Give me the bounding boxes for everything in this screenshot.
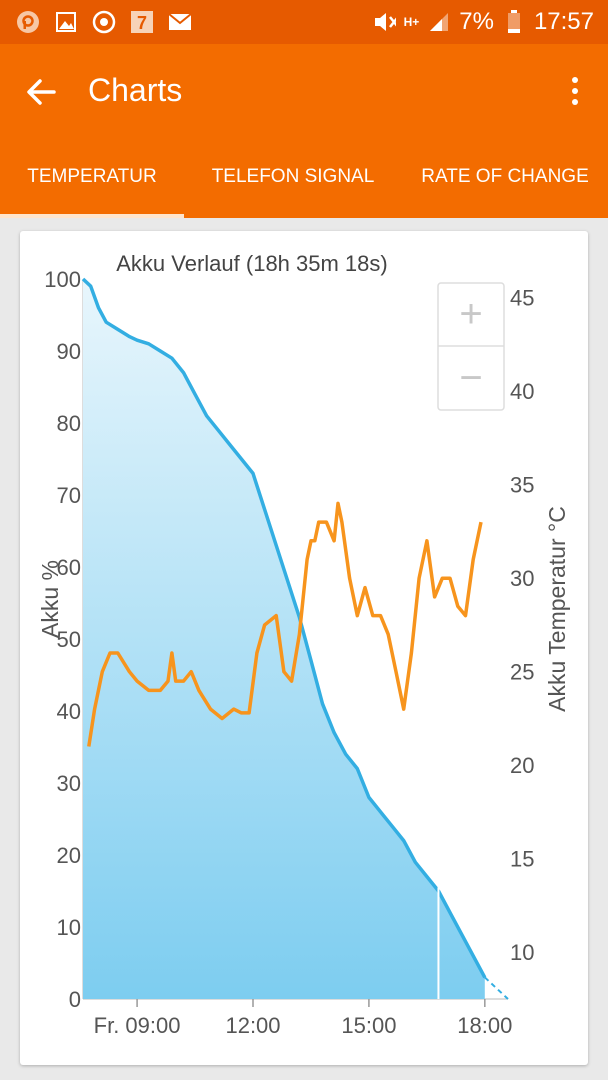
battery-icon — [502, 10, 526, 34]
svg-text:7: 7 — [137, 13, 147, 33]
status-bar: 7 H+ 7% 17:57 — [0, 0, 608, 44]
tab-telefon-signal[interactable]: TELEFON SIGNAL — [184, 140, 402, 214]
picsart-icon — [16, 10, 40, 34]
app-bar: Charts — [0, 44, 608, 140]
zoom-out-icon: − — [459, 356, 482, 400]
mute-icon — [372, 10, 396, 34]
chart-title: Akku Verlauf (18h 35m 18s) — [116, 251, 387, 276]
tab-label: TELEFON SIGNAL — [211, 166, 375, 187]
tab-bar: TEMPERATUR TELEFON SIGNAL RATE OF CHANGE — [0, 140, 608, 218]
left-tick-label: 10 — [57, 915, 81, 940]
left-tick-label: 50 — [57, 627, 81, 652]
zoom-controls: + − — [437, 282, 505, 411]
tab-temperatur[interactable]: TEMPERATUR — [0, 140, 184, 214]
arrow-left-icon[interactable] — [22, 72, 62, 112]
temperature-line — [87, 501, 483, 747]
left-tick-label: 20 — [57, 843, 81, 868]
gallery-icon — [54, 10, 78, 34]
more-vert-icon[interactable] — [564, 72, 586, 112]
x-tick-label: 18:00 — [457, 1013, 512, 1038]
left-tick-label: 100 — [44, 267, 81, 292]
tab-label: TEMPERATUR — [27, 166, 157, 187]
battery-area — [83, 279, 485, 999]
right-tick-label: 45 — [510, 286, 534, 311]
mail-icon — [168, 10, 192, 34]
battery-temperature-chart[interactable]: Akku Verlauf (18h 35m 18s) 0 10 20 30 40 50 60… — [20, 231, 588, 1065]
vodafone-icon — [92, 10, 116, 34]
left-tick-label: 90 — [57, 339, 81, 364]
right-tick-label: 20 — [510, 753, 534, 778]
clock: 17:57 — [533, 8, 594, 35]
left-tick-label: 0 — [69, 987, 81, 1012]
tab-rate-of-change[interactable]: RATE OF CHANGE — [402, 140, 608, 214]
right-tick-label: 30 — [510, 566, 534, 591]
right-tick-label: 10 — [510, 940, 534, 965]
tab-indicator — [0, 214, 184, 218]
zoom-out-button[interactable]: − — [438, 346, 504, 410]
right-axis-label: Akku Temperatur °C — [544, 506, 570, 712]
zoom-in-button[interactable]: + — [438, 283, 504, 346]
page-title: Charts — [88, 72, 183, 108]
zoom-in-icon: + — [459, 292, 482, 336]
signal-icon — [427, 10, 451, 34]
x-tick-label: 15:00 — [341, 1013, 396, 1038]
chart-card: Akku Verlauf (18h 35m 18s) 0 10 20 30 40 50 60… — [20, 231, 588, 1065]
right-tick-label: 25 — [510, 660, 534, 685]
left-tick-label: 60 — [57, 555, 81, 580]
network-type: H+ — [403, 15, 420, 29]
x-tick-label: 12:00 — [225, 1013, 280, 1038]
right-tick-label: 40 — [510, 379, 534, 404]
battery-projection-line — [484, 976, 509, 1000]
left-tick-label: 30 — [57, 771, 81, 796]
left-tick-label: 80 — [57, 411, 81, 436]
x-tick-label: Fr. 09:00 — [94, 1013, 181, 1038]
right-tick-label: 15 — [510, 847, 534, 872]
battery-line — [81, 277, 487, 979]
battery-percent: 7% — [459, 8, 494, 35]
left-axis-label: Akku % — [37, 560, 63, 638]
tab-label: RATE OF CHANGE — [421, 166, 589, 187]
right-tick-label: 35 — [510, 473, 534, 498]
left-tick-label: 70 — [57, 483, 81, 508]
calendar-7-icon: 7 — [130, 10, 154, 34]
left-tick-label: 40 — [57, 699, 81, 724]
